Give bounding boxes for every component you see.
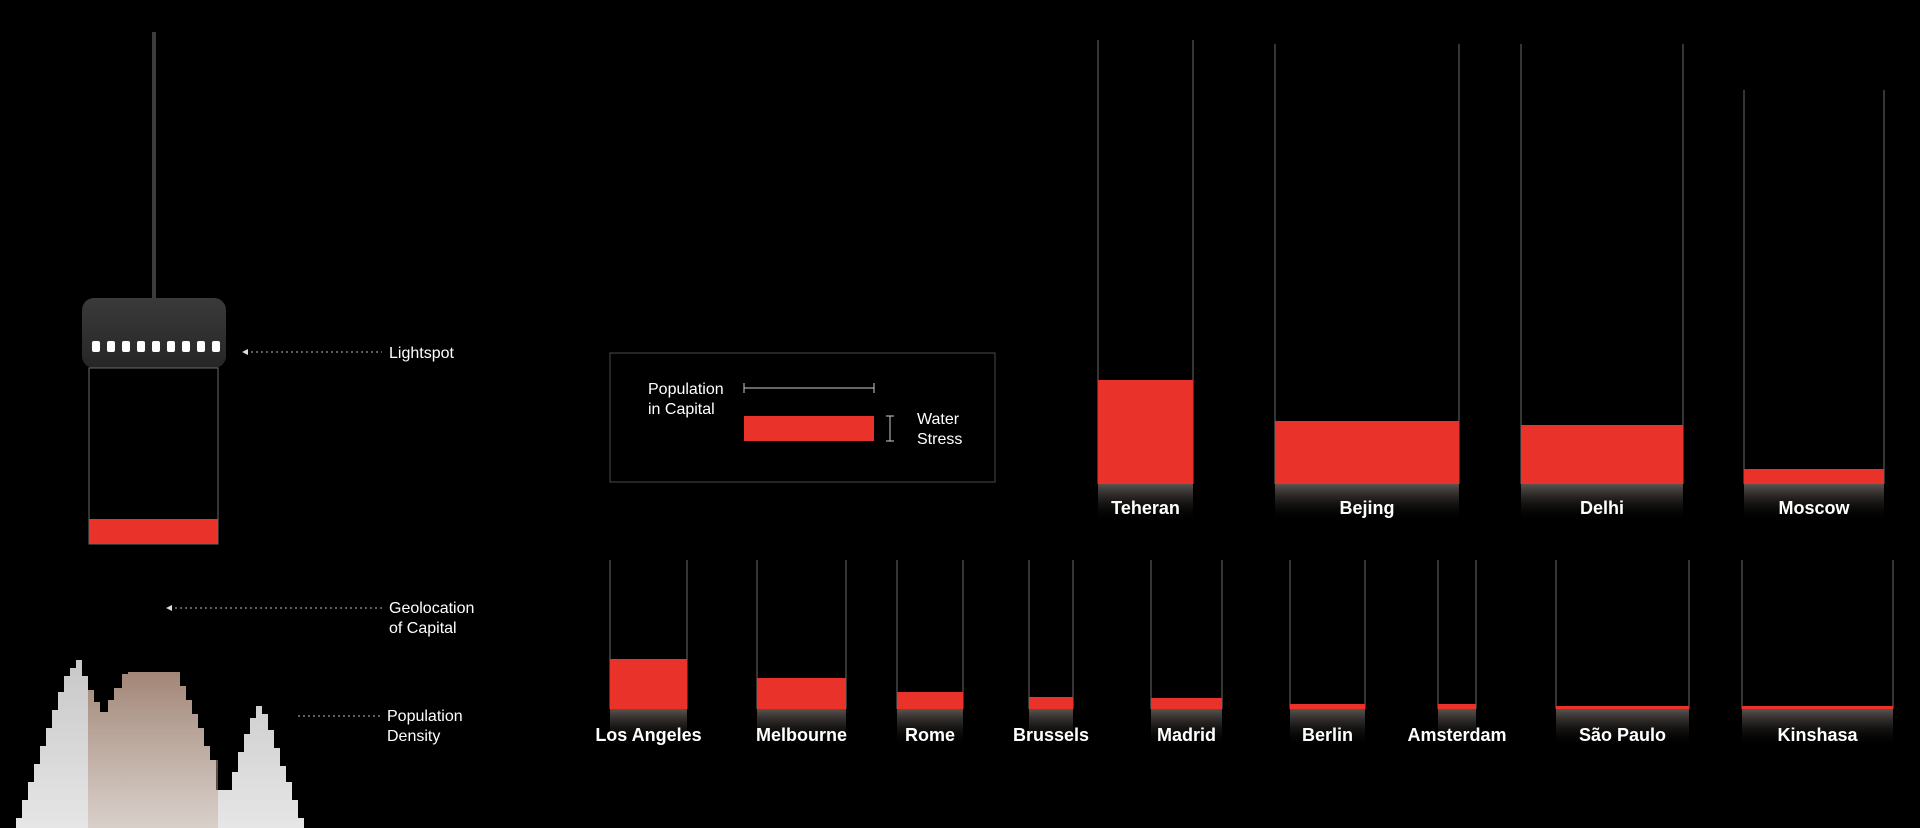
water-stress-fill [1290,704,1365,709]
water-stress-fill [1098,380,1193,484]
city-bar-brussels: Brussels [1013,560,1089,747]
bar-base [757,709,846,747]
bar-base [1029,709,1073,747]
legend-width-scale [743,383,875,393]
bar-base [1438,709,1476,747]
city-bar-madrid: Madrid [1150,560,1223,747]
bar-base [1521,484,1683,522]
city-label: Kinshasa [1777,725,1858,745]
city-label: Delhi [1580,498,1624,518]
legend-red-bar [744,416,874,441]
annotation-geolocation: Geolocation of Capital [166,600,474,637]
water-stress-fill [1151,698,1222,709]
water-stress-fill [757,678,846,709]
lightspot-label: Lightspot [389,345,454,362]
lamp-cable [152,32,156,300]
legend-water-line2: Stress [917,431,962,448]
bar-base [1742,709,1893,747]
legend-population-line1: Population [648,381,724,398]
density-label-line1: Population [387,708,463,725]
city-bar-berlin: Berlin [1289,560,1366,747]
city-label: Brussels [1013,725,1089,745]
bar-base [1556,709,1689,747]
lamp-water-fill [89,519,218,544]
lamp-illustration [82,32,226,545]
legend-height-scale [886,415,894,442]
water-stress-fill [1744,469,1884,484]
arrow-left-icon [242,349,248,355]
city-label: Rome [905,725,955,745]
bar-base [1275,484,1459,522]
capital-bars: Teheran Bejing Delhi Moscow Los Angeles Melbo… [595,40,1894,747]
water-stress-fill [1521,425,1683,484]
city-bar-kinshasa: Kinshasa [1741,560,1894,747]
water-stress-fill [1275,421,1459,484]
water-stress-fill [610,659,687,709]
city-bar-melbourne: Melbourne [756,560,847,747]
city-bar-moscow: Moscow [1743,90,1885,522]
arrow-left-icon [166,605,172,611]
legend-frame [609,352,996,483]
city-bar-teheran: Teheran [1097,40,1194,522]
city-label: Melbourne [756,725,847,745]
water-stress-fill [1029,697,1073,709]
city-label: Moscow [1778,498,1850,518]
city-label: Los Angeles [595,725,701,745]
bar-base [1290,709,1365,747]
city-bar-delhi: Delhi [1520,44,1684,522]
light-beam [88,672,218,828]
geolocation-label-line2: of Capital [389,620,457,637]
city-bar-amsterdam: Amsterdam [1407,560,1507,747]
lamp-tube [88,367,219,545]
water-stress-fill [1556,706,1689,709]
population-density-graphic [16,660,304,828]
geolocation-label-line1: Geolocation [389,600,474,617]
city-bar-s-o-paulo: São Paulo [1555,560,1690,747]
annotation-density: Population Density [298,708,463,745]
legend-box: Population in Capital Water Stress [609,352,996,483]
city-label: Madrid [1157,725,1216,745]
density-label-line2: Density [387,728,440,745]
city-bar-bejing: Bejing [1274,44,1460,522]
bar-base [610,709,687,747]
bar-base [1744,484,1884,522]
legend-population-line2: in Capital [648,401,715,418]
bar-base [897,709,963,747]
city-label: Teheran [1111,498,1180,518]
city-bar-rome: Rome [896,560,964,747]
bar-base [1098,484,1193,522]
bar-base [1151,709,1222,747]
city-label: Bejing [1339,498,1394,518]
water-stress-fill [1438,704,1476,709]
city-bar-los-angeles: Los Angeles [595,560,702,747]
lamp-housing [82,298,226,368]
water-stress-fill [1742,706,1893,709]
city-label: Berlin [1302,725,1353,745]
lightspot-leds [92,341,220,352]
city-label: Amsterdam [1407,725,1506,745]
legend-water-line1: Water [917,411,960,428]
annotation-lightspot: Lightspot [242,345,454,362]
city-label: São Paulo [1579,725,1666,745]
water-stress-fill [897,692,963,709]
